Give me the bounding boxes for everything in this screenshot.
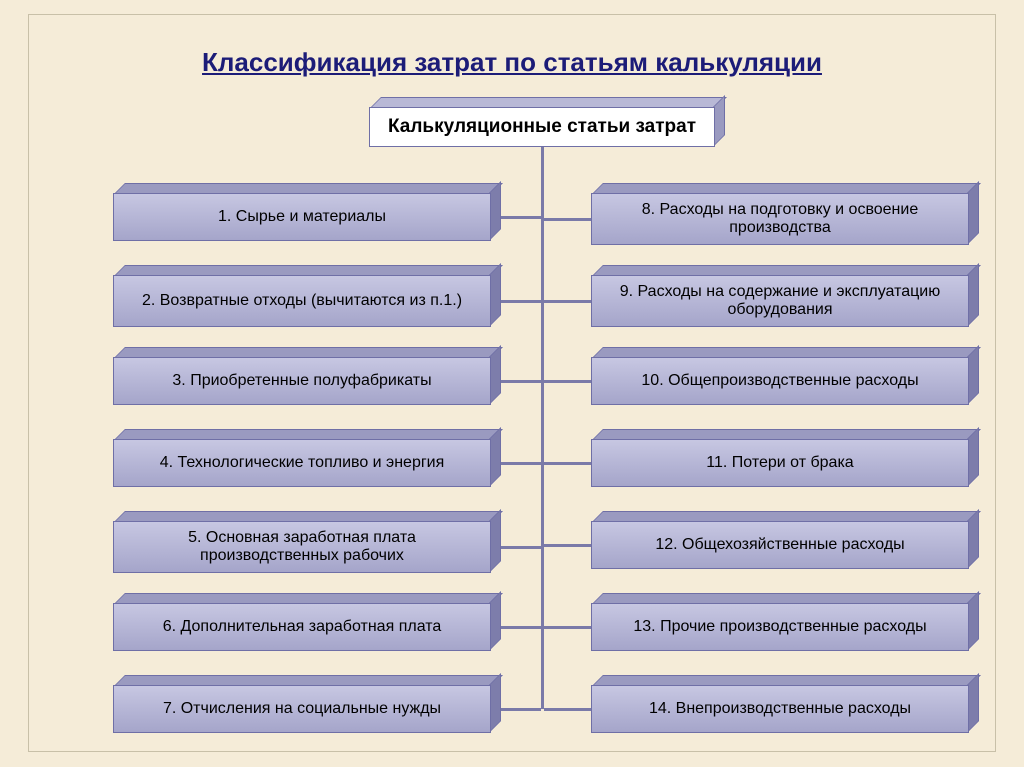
right-node-0: 8. Расходы на подготовку и освоение прои…: [591, 193, 969, 245]
node-label: 3. Приобретенные полуфабрикаты: [113, 357, 491, 405]
node-label: 14. Внепроизводственные расходы: [591, 685, 969, 733]
right-node-4: 12. Общехозяйственные расходы: [591, 521, 969, 569]
left-node-1: 2. Возвратные отходы (вычитаются из п.1.…: [113, 275, 491, 327]
node-label: 5. Основная заработная плата производств…: [113, 521, 491, 573]
right-node-3: 11. Потери от брака: [591, 439, 969, 487]
node-label: 12. Общехозяйственные расходы: [591, 521, 969, 569]
right-node-5: 13. Прочие производственные расходы: [591, 603, 969, 651]
node-label: 11. Потери от брака: [591, 439, 969, 487]
left-node-4: 5. Основная заработная плата производств…: [113, 521, 491, 573]
page-title: Классификация затрат по статьям калькуля…: [29, 47, 995, 78]
left-node-3: 4. Технологические топливо и энергия: [113, 439, 491, 487]
slide-frame: Классификация затрат по статьям калькуля…: [28, 14, 996, 752]
left-node-2: 3. Приобретенные полуфабрикаты: [113, 357, 491, 405]
node-label: 1. Сырье и материалы: [113, 193, 491, 241]
node-label: 13. Прочие производственные расходы: [591, 603, 969, 651]
node-label: 7. Отчисления на социальные нужды: [113, 685, 491, 733]
node-label: 2. Возвратные отходы (вычитаются из п.1.…: [113, 275, 491, 327]
right-node-6: 14. Внепроизводственные расходы: [591, 685, 969, 733]
left-node-6: 7. Отчисления на социальные нужды: [113, 685, 491, 733]
node-label: 8. Расходы на подготовку и освоение прои…: [591, 193, 969, 245]
node-label: 9. Расходы на содержание и эксплуатацию …: [591, 275, 969, 327]
right-node-2: 10. Общепроизводственные расходы: [591, 357, 969, 405]
node-label: 6. Дополнительная заработная плата: [113, 603, 491, 651]
root-label: Калькуляционные статьи затрат: [369, 107, 715, 147]
left-node-0: 1. Сырье и материалы: [113, 193, 491, 241]
root-node: Калькуляционные статьи затрат: [369, 107, 715, 147]
node-label: 4. Технологические топливо и энергия: [113, 439, 491, 487]
right-node-1: 9. Расходы на содержание и эксплуатацию …: [591, 275, 969, 327]
left-node-5: 6. Дополнительная заработная плата: [113, 603, 491, 651]
node-label: 10. Общепроизводственные расходы: [591, 357, 969, 405]
